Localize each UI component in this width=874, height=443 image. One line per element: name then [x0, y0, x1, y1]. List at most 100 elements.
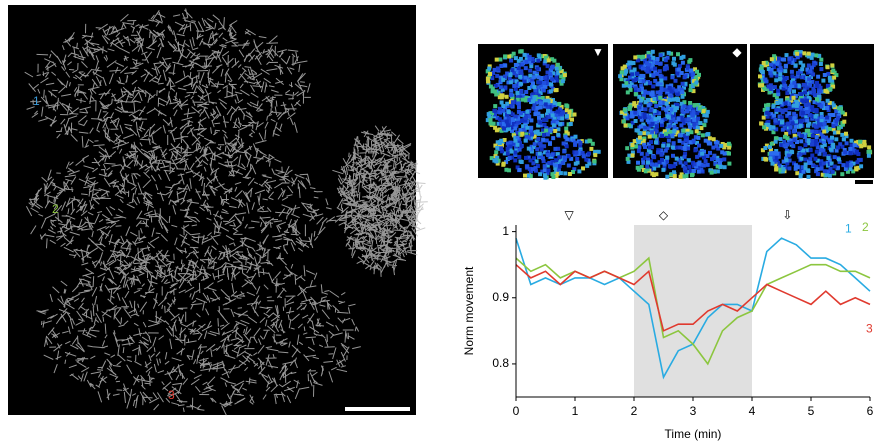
- heat-cell: [641, 131, 646, 136]
- heat-cell: [494, 159, 499, 164]
- heat-cell: [657, 115, 661, 120]
- heat-cell: [762, 107, 767, 112]
- heat-cell: [819, 166, 824, 171]
- heat-cell: [564, 126, 569, 131]
- heat-cell: [765, 106, 770, 111]
- heat-cell: [531, 92, 536, 97]
- heat-cell: [716, 146, 721, 151]
- heat-cell: [507, 168, 511, 173]
- heat-cell: [509, 58, 514, 63]
- heat-cell: [665, 159, 669, 164]
- heat-cell: [652, 97, 657, 101]
- heat-cell: [803, 102, 808, 107]
- heat-cell: [499, 64, 504, 68]
- heat-cell: [564, 103, 569, 108]
- heat-cell: [791, 144, 796, 149]
- series-label: 3: [866, 322, 873, 336]
- heat-cell: [542, 168, 547, 173]
- heat-cell: [665, 84, 670, 89]
- heat-cell: [555, 120, 560, 125]
- heat-cell: [517, 168, 522, 172]
- heat-cell: [490, 111, 494, 116]
- heat-cell: [761, 87, 765, 92]
- heat-cell: [620, 110, 625, 115]
- heat-cell: [806, 174, 811, 179]
- scale-bar: [855, 180, 873, 184]
- heat-cell: [535, 147, 540, 152]
- heat-cell: [652, 155, 657, 160]
- heat-cell: [817, 54, 822, 59]
- heat-cell: [493, 104, 498, 109]
- heat-cell: [654, 140, 658, 145]
- heat-cell: [791, 103, 796, 108]
- heat-cell: [707, 136, 712, 141]
- heat-cell: [557, 116, 561, 121]
- heat-cell: [854, 166, 859, 171]
- heat-cell: [636, 160, 640, 165]
- heat-cell: [792, 138, 797, 142]
- heat-cell: [758, 83, 762, 88]
- heat-cell: [802, 87, 807, 92]
- heat-cell: [642, 115, 647, 120]
- heat-cell: [653, 99, 658, 104]
- heat-cell: [488, 118, 493, 123]
- heat-cell: [695, 69, 699, 74]
- heat-cell: [555, 62, 560, 67]
- heat-cell: [688, 101, 693, 105]
- heat-cell: [830, 135, 834, 140]
- heat-cell: [688, 140, 693, 145]
- heat-cell: [848, 167, 853, 172]
- heat-cell: [661, 143, 666, 148]
- heat-cell: [798, 119, 803, 124]
- heat-cell: [822, 151, 827, 156]
- heat-cell: [509, 103, 514, 108]
- heat-cell: [789, 149, 794, 154]
- heat-cell: [630, 143, 635, 147]
- heat-cell: [529, 64, 534, 69]
- heat-cell: [506, 121, 511, 125]
- heat-cell: [769, 67, 774, 72]
- heat-cell: [834, 148, 839, 153]
- heat-cell: [663, 87, 668, 92]
- heat-cell: [493, 143, 498, 148]
- heat-cell: [566, 122, 571, 127]
- heat-cell: [708, 150, 712, 155]
- heat-cell: [683, 142, 688, 147]
- heat-cell: [852, 148, 857, 153]
- heat-cell: [635, 58, 640, 63]
- heat-cell: [768, 83, 773, 88]
- heat-cell: [781, 165, 786, 169]
- heat-cell: [498, 57, 503, 62]
- heat-cell: [547, 114, 552, 119]
- heat-cell: [773, 139, 778, 144]
- heat-cell: [649, 73, 654, 78]
- heat-cell: [501, 122, 506, 126]
- heat-cell: [820, 126, 825, 131]
- heat-cell: [639, 78, 644, 83]
- heat-cell: [763, 146, 768, 150]
- heat-cell: [783, 76, 788, 81]
- heat-cell: [507, 126, 511, 131]
- heat-cell: [805, 67, 810, 72]
- heat-cell: [763, 77, 768, 82]
- heat-cell: [516, 58, 521, 63]
- heat-cell: [633, 88, 638, 93]
- heat-cell: [761, 115, 766, 120]
- heat-cell: [659, 148, 664, 153]
- heat-cell: [544, 138, 549, 143]
- heat-cell: [787, 87, 792, 92]
- heat-cell: [550, 172, 555, 177]
- heat-cell: [673, 108, 678, 113]
- heat-cell: [701, 109, 706, 114]
- heat-cell: [819, 112, 824, 116]
- heat-cell: [538, 144, 543, 149]
- heat-cell: [839, 106, 843, 111]
- heat-cell: [702, 113, 707, 118]
- heat-cell: [671, 104, 676, 109]
- heat-cell: [536, 58, 541, 63]
- heat-cell: [527, 86, 532, 90]
- heat-cell: [590, 141, 595, 146]
- heat-cell: [844, 141, 849, 146]
- heat-cell: [666, 134, 670, 139]
- heat-cell: [534, 139, 539, 144]
